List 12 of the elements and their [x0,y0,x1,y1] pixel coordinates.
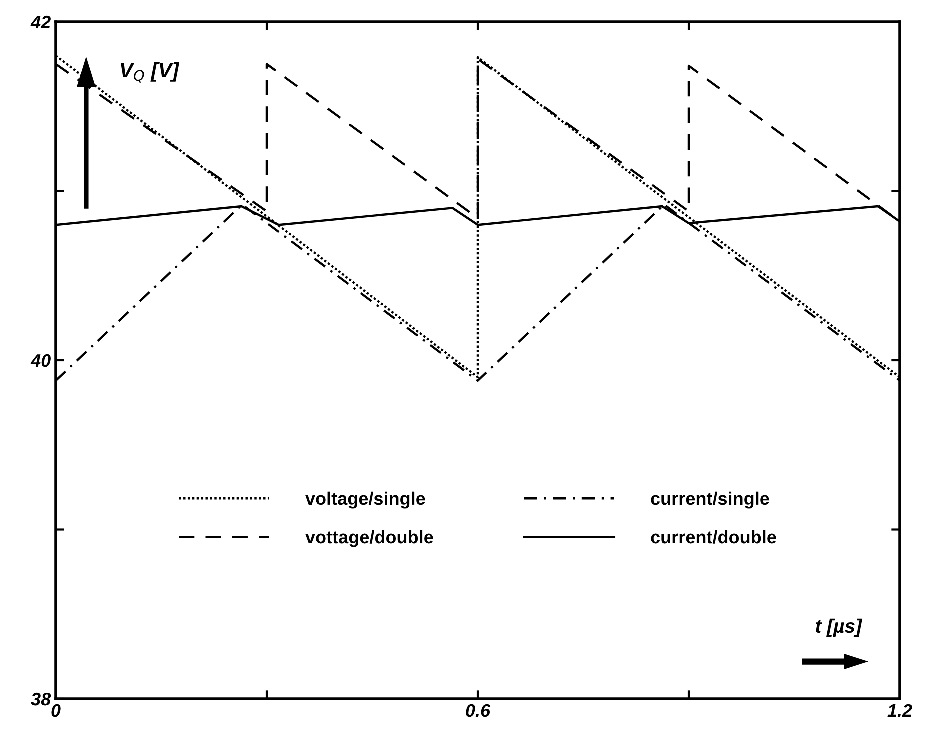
y-axis-title: V$_{Q}$ [V] [121,62,180,83]
x-tick-label: 0 [52,704,61,718]
y-tick-label: 38 [31,692,52,706]
y-tick-label: 42 [30,16,51,29]
y-tick-label: 40 [30,354,51,368]
x-tick-label: 0.6 [466,704,491,718]
legend-label: vottage/double [306,530,434,548]
x-axis-title: t [µs] [816,618,863,637]
legend-label: current/single [651,492,770,509]
legend-label: current/double [651,530,776,544]
legend-label: voltage/single [306,492,426,509]
x-tick-label: 1.2 [888,704,912,717]
